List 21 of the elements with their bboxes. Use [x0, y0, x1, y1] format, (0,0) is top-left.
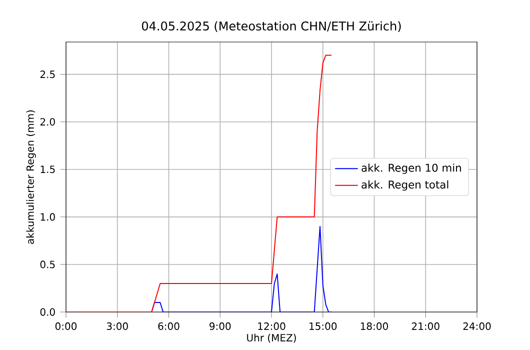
x-tick-label: 12:00 [258, 322, 286, 330]
x-tick-label: 0:00 [55, 322, 77, 330]
y-tick-label: 1.0 [40, 213, 55, 221]
y-axis-title: akkumulierter Regen (mm) [26, 110, 36, 244]
y-tick-label: 2.5 [40, 70, 55, 78]
x-tick-label: 18:00 [360, 322, 388, 330]
y-tick-label: 0.0 [40, 308, 55, 316]
legend-label: akk. Regen total [362, 180, 448, 191]
line-series [66, 54, 332, 312]
x-tick-label: 21:00 [412, 322, 440, 330]
x-axis-title: Uhr (MEZ) [247, 334, 296, 343]
x-tick-label: 3:00 [106, 322, 128, 330]
x-tick-label: 6:00 [158, 322, 180, 330]
y-tick-label: 0.5 [40, 260, 55, 268]
y-tick-label: 1.5 [40, 166, 55, 174]
x-tick-label: 9:00 [210, 322, 231, 330]
y-tick-label: 2.0 [40, 118, 55, 126]
chart-title: 04.05.2025 (Meteostation CHN/ETH Zürich) [142, 21, 401, 32]
x-tick-label: 24:00 [463, 322, 491, 330]
legend-label: akk. Regen 10 min [362, 164, 461, 174]
x-tick-label: 15:00 [310, 322, 337, 330]
